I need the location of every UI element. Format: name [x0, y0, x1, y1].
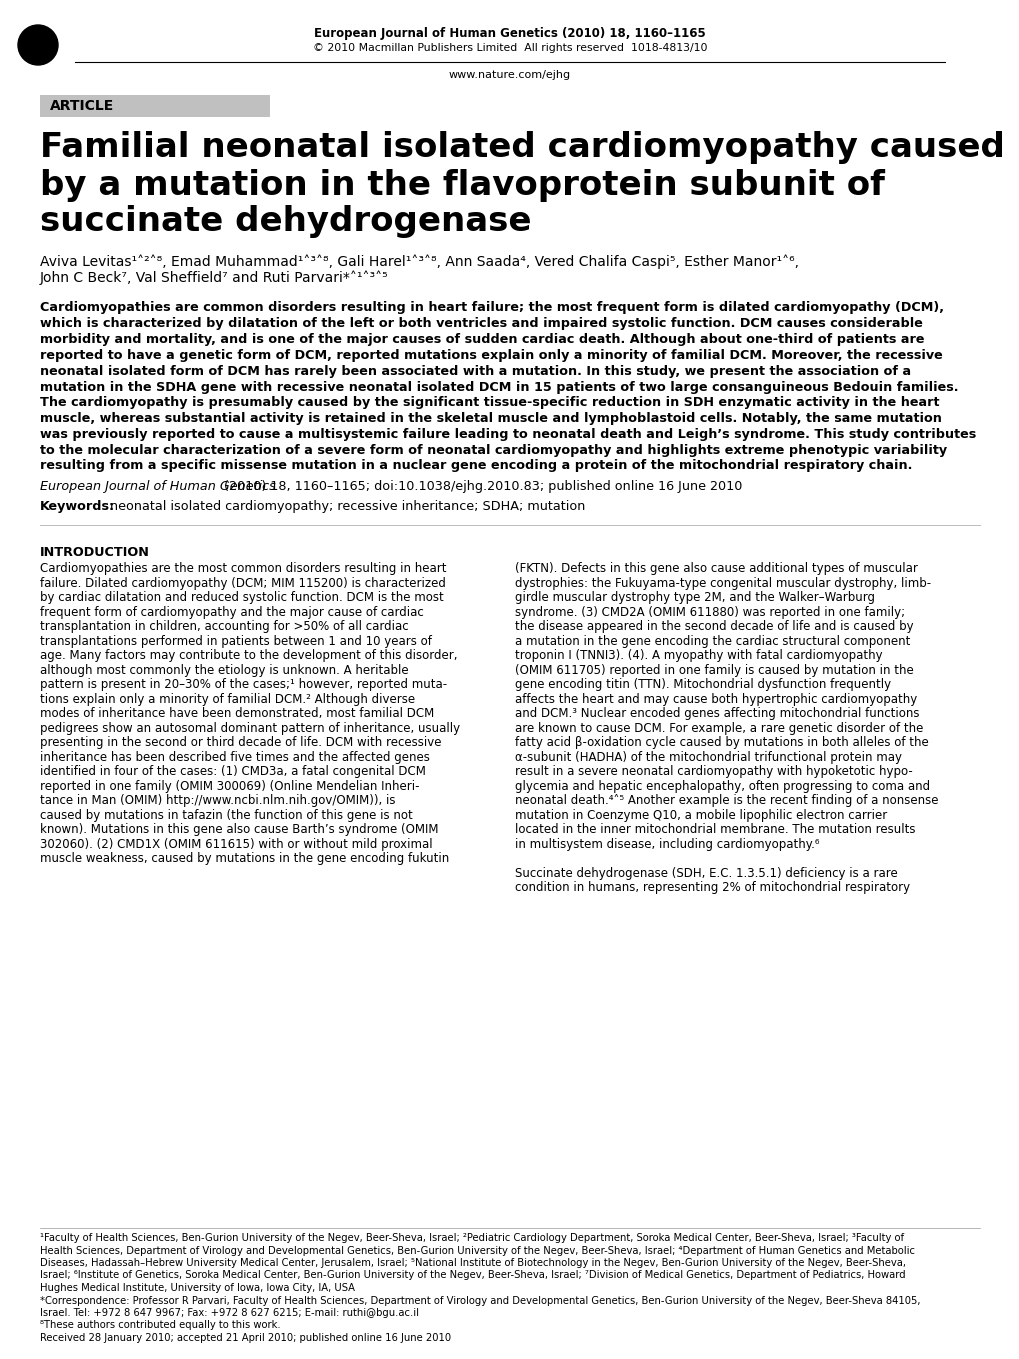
Text: ARTICLE: ARTICLE — [50, 99, 114, 113]
Text: transplantations performed in patients between 1 and 10 years of: transplantations performed in patients b… — [40, 635, 431, 648]
Text: troponin I (TNNI3). (4). A myopathy with fatal cardiomyopathy: troponin I (TNNI3). (4). A myopathy with… — [515, 650, 881, 662]
Text: npg: npg — [26, 39, 50, 50]
Text: age. Many factors may contribute to the development of this disorder,: age. Many factors may contribute to the … — [40, 650, 458, 662]
Text: transplantation in children, accounting for >50% of all cardiac: transplantation in children, accounting … — [40, 620, 409, 633]
Text: presenting in the second or third decade of life. DCM with recessive: presenting in the second or third decade… — [40, 737, 441, 749]
Text: Keywords:: Keywords: — [40, 500, 115, 514]
Text: a mutation in the gene encoding the cardiac structural component: a mutation in the gene encoding the card… — [515, 635, 910, 648]
Text: modes of inheritance have been demonstrated, most familial DCM: modes of inheritance have been demonstra… — [40, 707, 434, 720]
Text: neonatal isolated cardiomyopathy; recessive inheritance; SDHA; mutation: neonatal isolated cardiomyopathy; recess… — [102, 500, 585, 514]
Text: (OMIM 611705) reported in one family is caused by mutation in the: (OMIM 611705) reported in one family is … — [515, 663, 913, 677]
Text: The cardiomyopathy is presumably caused by the significant tissue-specific reduc: The cardiomyopathy is presumably caused … — [40, 397, 938, 409]
Text: Received 28 January 2010; accepted 21 April 2010; published online 16 June 2010: Received 28 January 2010; accepted 21 Ap… — [40, 1333, 450, 1343]
Text: gene encoding titin (TTN). Mitochondrial dysfunction frequently: gene encoding titin (TTN). Mitochondrial… — [515, 678, 891, 692]
Text: succinate dehydrogenase: succinate dehydrogenase — [40, 205, 531, 238]
Text: 302060). (2) CMD1X (OMIM 611615) with or without mild proximal: 302060). (2) CMD1X (OMIM 611615) with or… — [40, 837, 432, 851]
Text: by a mutation in the flavoprotein subunit of: by a mutation in the flavoprotein subuni… — [40, 169, 884, 201]
Text: failure. Dilated cardiomyopathy (DCM; MIM 115200) is characterized: failure. Dilated cardiomyopathy (DCM; MI… — [40, 576, 445, 590]
Text: reported to have a genetic form of DCM, reported mutations explain only a minori: reported to have a genetic form of DCM, … — [40, 349, 942, 361]
Text: Succinate dehydrogenase (SDH, E.C. 1.3.5.1) deficiency is a rare: Succinate dehydrogenase (SDH, E.C. 1.3.5… — [515, 867, 897, 879]
Text: tance in Man (OMIM) http://www.ncbi.nlm.nih.gov/OMIM)), is: tance in Man (OMIM) http://www.ncbi.nlm.… — [40, 794, 395, 807]
Text: in multisystem disease, including cardiomyopathy.⁶: in multisystem disease, including cardio… — [515, 837, 818, 851]
Text: tions explain only a minority of familial DCM.² Although diverse: tions explain only a minority of familia… — [40, 693, 415, 705]
Text: © 2010 Macmillan Publishers Limited  All rights reserved  1018-4813/10: © 2010 Macmillan Publishers Limited All … — [313, 43, 706, 53]
Text: Hughes Medical Institute, University of Iowa, Iowa City, IA, USA: Hughes Medical Institute, University of … — [40, 1283, 355, 1292]
Text: frequent form of cardiomyopathy and the major cause of cardiac: frequent form of cardiomyopathy and the … — [40, 606, 423, 618]
Text: reported in one family (OMIM 300069) (Online Mendelian Inheri-: reported in one family (OMIM 300069) (On… — [40, 780, 419, 792]
Text: pedigrees show an autosomal dominant pattern of inheritance, usually: pedigrees show an autosomal dominant pat… — [40, 722, 460, 735]
Text: www.nature.com/ejhg: www.nature.com/ejhg — [448, 71, 571, 80]
Text: pattern is present in 20–30% of the cases;¹ however, reported muta-: pattern is present in 20–30% of the case… — [40, 678, 446, 692]
Text: located in the inner mitochondrial membrane. The mutation results: located in the inner mitochondrial membr… — [515, 824, 915, 836]
Text: European Journal of Human Genetics: European Journal of Human Genetics — [40, 480, 275, 493]
Text: glycemia and hepatic encephalopathy, often progressing to coma and: glycemia and hepatic encephalopathy, oft… — [515, 780, 929, 792]
FancyBboxPatch shape — [40, 95, 270, 117]
Text: Health Sciences, Department of Virology and Developmental Genetics, Ben-Gurion U: Health Sciences, Department of Virology … — [40, 1245, 914, 1256]
Text: dystrophies: the Fukuyama-type congenital muscular dystrophy, limb-: dystrophies: the Fukuyama-type congenita… — [515, 576, 930, 590]
Text: muscle weakness, caused by mutations in the gene encoding fukutin: muscle weakness, caused by mutations in … — [40, 852, 448, 866]
Circle shape — [18, 24, 58, 65]
Text: the disease appeared in the second decade of life and is caused by: the disease appeared in the second decad… — [515, 620, 913, 633]
Text: inheritance has been described five times and the affected genes: inheritance has been described five time… — [40, 750, 429, 764]
Text: neonatal isolated form of DCM has rarely been associated with a mutation. In thi: neonatal isolated form of DCM has rarely… — [40, 364, 910, 378]
Text: identified in four of the cases: (1) CMD3a, a fatal congenital DCM: identified in four of the cases: (1) CMD… — [40, 765, 426, 779]
Text: result in a severe neonatal cardiomyopathy with hypoketotic hypo-: result in a severe neonatal cardiomyopat… — [515, 765, 912, 779]
Text: syndrome. (3) CMD2A (OMIM 611880) was reported in one family;: syndrome. (3) CMD2A (OMIM 611880) was re… — [515, 606, 904, 618]
Text: morbidity and mortality, and is one of the major causes of sudden cardiac death.: morbidity and mortality, and is one of t… — [40, 333, 923, 347]
Text: which is characterized by dilatation of the left or both ventricles and impaired: which is characterized by dilatation of … — [40, 317, 922, 330]
Text: John C Beck⁷, Val Sheffield⁷ and Ruti Parvari*˄¹˄³˄⁵: John C Beck⁷, Val Sheffield⁷ and Ruti Pa… — [40, 270, 388, 285]
Text: Cardiomyopathies are common disorders resulting in heart failure; the most frequ: Cardiomyopathies are common disorders re… — [40, 302, 943, 314]
Text: (FKTN). Defects in this gene also cause additional types of muscular: (FKTN). Defects in this gene also cause … — [515, 563, 917, 575]
Text: neonatal death.⁴˄⁵ Another example is the recent finding of a nonsense: neonatal death.⁴˄⁵ Another example is th… — [515, 794, 937, 807]
Text: (2010) 18, 1160–1165; doi:10.1038/ejhg.2010.83; published online 16 June 2010: (2010) 18, 1160–1165; doi:10.1038/ejhg.2… — [220, 480, 742, 493]
Text: Diseases, Hadassah–Hebrew University Medical Center, Jerusalem, Israel; ⁵Nationa: Diseases, Hadassah–Hebrew University Med… — [40, 1258, 905, 1268]
Text: muscle, whereas substantial activity is retained in the skeletal muscle and lymp: muscle, whereas substantial activity is … — [40, 412, 941, 425]
Text: ⁸These authors contributed equally to this work.: ⁸These authors contributed equally to th… — [40, 1321, 280, 1330]
Text: by cardiac dilatation and reduced systolic function. DCM is the most: by cardiac dilatation and reduced systol… — [40, 591, 443, 605]
Text: are known to cause DCM. For example, a rare genetic disorder of the: are known to cause DCM. For example, a r… — [515, 722, 922, 735]
Text: INTRODUCTION: INTRODUCTION — [40, 546, 150, 560]
Text: caused by mutations in tafazin (the function of this gene is not: caused by mutations in tafazin (the func… — [40, 809, 413, 822]
Text: Cardiomyopathies are the most common disorders resulting in heart: Cardiomyopathies are the most common dis… — [40, 563, 446, 575]
Text: Aviva Levitas¹˄²˄⁸, Emad Muhammad¹˄³˄⁸, Gali Harel¹˄³˄⁸, Ann Saada⁴, Vered Chali: Aviva Levitas¹˄²˄⁸, Emad Muhammad¹˄³˄⁸, … — [40, 254, 798, 269]
Text: although most commonly the etiology is unknown. A heritable: although most commonly the etiology is u… — [40, 663, 409, 677]
Text: was previously reported to cause a multisystemic failure leading to neonatal dea: was previously reported to cause a multi… — [40, 428, 975, 440]
Text: to the molecular characterization of a severe form of neonatal cardiomyopathy an: to the molecular characterization of a s… — [40, 443, 947, 457]
Text: mutation in the SDHA gene with recessive neonatal isolated DCM in 15 patients of: mutation in the SDHA gene with recessive… — [40, 381, 958, 394]
Text: Israel. Tel: +972 8 647 9967; Fax: +972 8 627 6215; E-mail: ruthi@bgu.ac.il: Israel. Tel: +972 8 647 9967; Fax: +972 … — [40, 1307, 419, 1318]
Text: *Correspondence: Professor R Parvari, Faculty of Health Sciences, Department of : *Correspondence: Professor R Parvari, Fa… — [40, 1295, 919, 1306]
Text: known). Mutations in this gene also cause Barth’s syndrome (OMIM: known). Mutations in this gene also caus… — [40, 824, 438, 836]
Text: and DCM.³ Nuclear encoded genes affecting mitochondrial functions: and DCM.³ Nuclear encoded genes affectin… — [515, 707, 918, 720]
Text: mutation in Coenzyme Q10, a mobile lipophilic electron carrier: mutation in Coenzyme Q10, a mobile lipop… — [515, 809, 887, 822]
Text: European Journal of Human Genetics (2010) 18, 1160–1165: European Journal of Human Genetics (2010… — [314, 26, 705, 39]
Text: fatty acid β-oxidation cycle caused by mutations in both alleles of the: fatty acid β-oxidation cycle caused by m… — [515, 737, 928, 749]
Text: resulting from a specific missense mutation in a nuclear gene encoding a protein: resulting from a specific missense mutat… — [40, 459, 911, 473]
Text: ¹Faculty of Health Sciences, Ben-Gurion University of the Negev, Beer-Sheva, Isr: ¹Faculty of Health Sciences, Ben-Gurion … — [40, 1233, 903, 1243]
Text: Israel; ⁶Institute of Genetics, Soroka Medical Center, Ben-Gurion University of : Israel; ⁶Institute of Genetics, Soroka M… — [40, 1271, 905, 1280]
Text: affects the heart and may cause both hypertrophic cardiomyopathy: affects the heart and may cause both hyp… — [515, 693, 916, 705]
Text: α-subunit (HADHA) of the mitochondrial trifunctional protein may: α-subunit (HADHA) of the mitochondrial t… — [515, 750, 901, 764]
Text: girdle muscular dystrophy type 2M, and the Walker–Warburg: girdle muscular dystrophy type 2M, and t… — [515, 591, 874, 605]
Text: condition in humans, representing 2% of mitochondrial respiratory: condition in humans, representing 2% of … — [515, 881, 909, 894]
Text: Familial neonatal isolated cardiomyopathy caused: Familial neonatal isolated cardiomyopath… — [40, 132, 1004, 164]
